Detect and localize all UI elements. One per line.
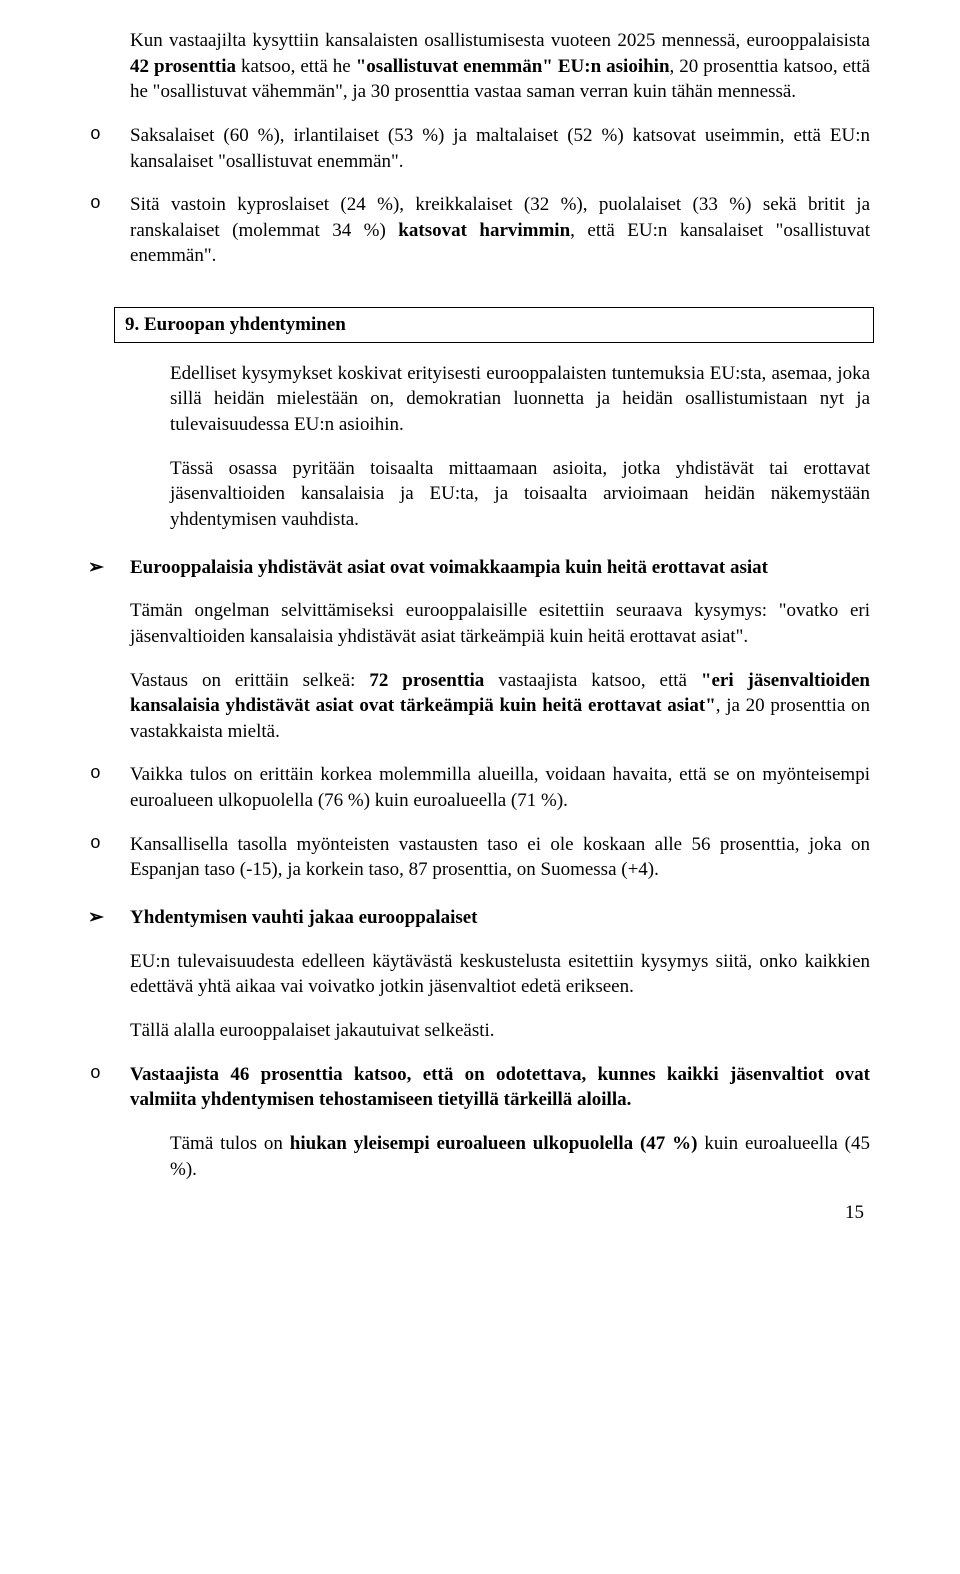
circle-bullet-icon: o <box>90 123 101 147</box>
bullet-item-3: o Vaikka tulos on erittäin korkea molemm… <box>130 762 870 813</box>
bullet-item-2: o Sitä vastoin kyproslaiset (24 %), krei… <box>130 192 870 269</box>
arrow-heading-1: ➢ Eurooppalaisia yhdistävät asiat ovat v… <box>130 555 870 581</box>
section-heading-box: 9. Euroopan yhdentyminen <box>114 307 874 343</box>
bullet-item-4: o Kansallisella tasolla myönteisten vast… <box>130 832 870 883</box>
circle-bullet-icon: o <box>90 1062 101 1086</box>
bullet-text: Saksalaiset (60 %), irlantilaiset (53 %)… <box>130 125 870 172</box>
circle-bullet-icon: o <box>90 762 101 786</box>
paragraph-4: Edelliset kysymykset koskivat erityisest… <box>170 361 870 438</box>
paragraph-5: Tässä osassa pyritään toisaalta mittaama… <box>170 456 870 533</box>
paragraph-11: Tällä alalla eurooppalaiset jakautuivat … <box>130 1018 870 1044</box>
section-title: 9. Euroopan yhdentyminen <box>125 312 863 338</box>
arrow-heading-2: ➢ Yhdentymisen vauhti jakaa eurooppalais… <box>130 905 870 931</box>
bullet-item-5: o Vastaajista 46 prosenttia katsoo, että… <box>130 1062 870 1113</box>
bullet-text: Vaikka tulos on erittäin korkea molemmil… <box>130 764 870 811</box>
bullet-item-1: o Saksalaiset (60 %), irlantilaiset (53 … <box>130 123 870 174</box>
paragraph-7: Vastaus on erittäin selkeä: 72 prosentti… <box>130 668 870 745</box>
page-number: 15 <box>130 1200 870 1226</box>
arrow-heading-text: Eurooppalaisia yhdistävät asiat ovat voi… <box>130 557 768 578</box>
arrow-right-icon: ➢ <box>88 555 104 581</box>
paragraph-10: EU:n tulevaisuudesta edelleen käytävästä… <box>130 949 870 1000</box>
bullet-text: Kansallisella tasolla myönteisten vastau… <box>130 834 870 881</box>
paragraph-intro: Kun vastaajilta kysyttiin kansalaisten o… <box>130 28 870 105</box>
arrow-heading-text: Yhdentymisen vauhti jakaa eurooppalaiset <box>130 907 478 928</box>
paragraph-6: Tämän ongelman selvittämiseksi eurooppal… <box>130 598 870 649</box>
paragraph-13: Tämä tulos on hiukan yleisempi euroaluee… <box>170 1131 870 1182</box>
arrow-right-icon: ➢ <box>88 905 104 931</box>
circle-bullet-icon: o <box>90 192 101 216</box>
circle-bullet-icon: o <box>90 832 101 856</box>
